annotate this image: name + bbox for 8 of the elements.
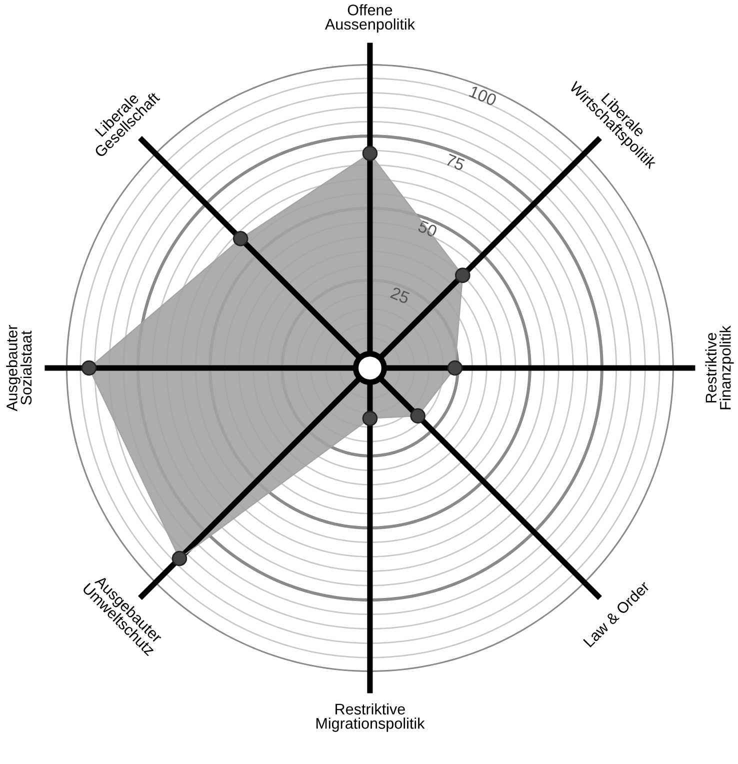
y-tick-label: 100 [468,85,498,106]
spoke-label: Restriktive Finanzpolitik [705,326,734,410]
y-tick-label: 75 [445,154,466,171]
spoke-label: Offene Aussenpolitik [324,4,415,33]
spoke-label: Restriktive Migrationspolitik [316,703,425,732]
y-tick-label: 50 [417,220,438,238]
y-tick-label: 25 [390,286,410,304]
spoke-label: Ausgebauter Sozialstaat [6,324,32,412]
